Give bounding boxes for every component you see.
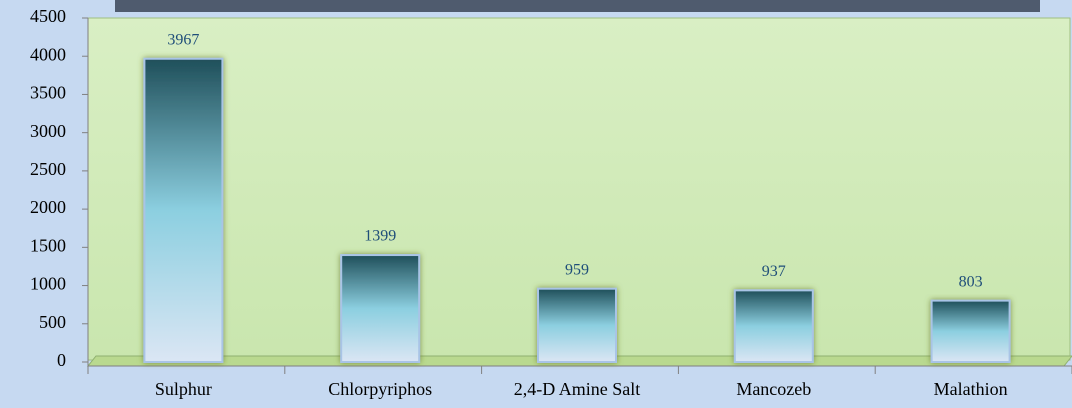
y-tick-label: 3000 [30,121,66,141]
x-tick-label: Mancozeb [736,379,811,399]
bar [733,289,814,363]
bar [537,287,617,364]
y-tick-label: 1000 [30,274,66,294]
y-tick-label: 2000 [30,197,66,217]
y-tick-label: 2500 [30,159,66,179]
y-tick-label: 500 [39,312,66,332]
x-tick-label: Chlorpyriphos [328,379,432,399]
bar [143,57,224,363]
value-label: 937 [762,263,786,280]
x-tick-label: Malathion [934,379,1008,399]
value-label: 3967 [167,31,199,48]
x-tick-label: Sulphur [155,379,212,399]
bar [930,299,1011,363]
x-tick-label: 2,4-D Amine Salt [514,379,641,399]
y-tick-label: 3500 [30,83,66,103]
title-band [115,0,1040,12]
value-label: 803 [959,273,983,290]
bar [340,254,421,364]
y-tick-label: 4000 [30,44,66,64]
y-tick-label: 0 [57,350,66,370]
y-tick-label: 1500 [30,235,66,255]
value-label: 959 [565,261,589,278]
value-label: 1399 [364,228,396,245]
y-tick-label: 4500 [30,6,66,26]
